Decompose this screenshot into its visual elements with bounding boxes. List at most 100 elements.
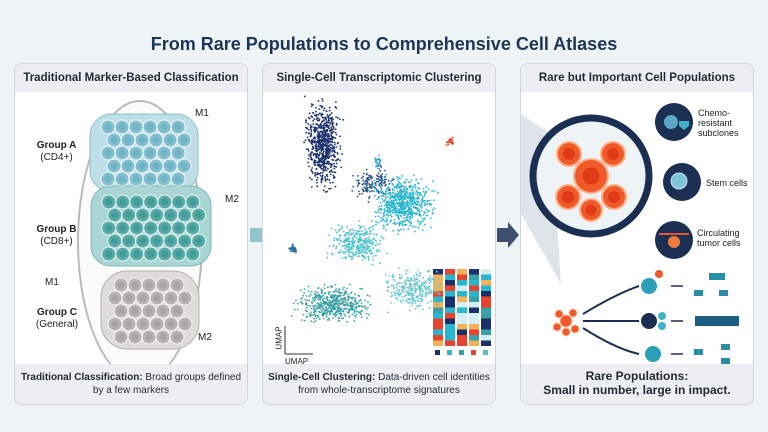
heatmap-cell bbox=[469, 318, 479, 324]
heatmap-cell bbox=[469, 291, 479, 297]
umap-point bbox=[314, 304, 317, 307]
umap-point bbox=[339, 145, 342, 148]
umap-point bbox=[327, 134, 330, 137]
umap-point bbox=[367, 258, 370, 261]
umap-point bbox=[322, 301, 325, 304]
umap-point bbox=[328, 124, 331, 127]
heatmap-cell bbox=[469, 280, 479, 286]
umap-point bbox=[356, 238, 359, 241]
umap-point bbox=[428, 275, 431, 278]
cell-nucleus bbox=[563, 148, 575, 160]
umap-point bbox=[391, 179, 394, 182]
umap-point bbox=[329, 117, 332, 120]
umap-point bbox=[328, 306, 331, 309]
umap-point bbox=[413, 289, 416, 292]
umap-point bbox=[420, 209, 422, 212]
umap-y-label: UMAP bbox=[274, 326, 284, 350]
umap-point bbox=[407, 216, 409, 219]
heatmap-cell bbox=[445, 307, 455, 313]
umap-point bbox=[385, 229, 387, 231]
umap-point bbox=[413, 283, 415, 286]
umap-point bbox=[311, 111, 314, 114]
umap-point bbox=[313, 313, 316, 316]
umap-point bbox=[381, 190, 384, 193]
umap-point bbox=[385, 197, 387, 199]
cell-nucleus bbox=[125, 211, 133, 219]
umap-point bbox=[384, 169, 386, 172]
umap-point bbox=[390, 301, 392, 304]
umap-point bbox=[326, 175, 329, 178]
umap-point bbox=[414, 230, 416, 233]
umap-point bbox=[396, 176, 398, 178]
umap-point bbox=[395, 184, 398, 187]
umap-point bbox=[368, 197, 370, 200]
umap-point bbox=[400, 289, 403, 291]
umap-point bbox=[339, 228, 341, 231]
umap-point bbox=[423, 199, 425, 202]
cell-nucleus bbox=[153, 294, 161, 302]
umap-point bbox=[379, 170, 382, 172]
umap-point bbox=[317, 286, 320, 289]
umap-point bbox=[334, 315, 337, 317]
umap-point bbox=[395, 201, 398, 204]
umap-point bbox=[378, 161, 381, 164]
umap-point bbox=[319, 104, 322, 107]
umap-point bbox=[366, 241, 369, 244]
umap-point bbox=[321, 171, 324, 174]
umap-point bbox=[361, 230, 363, 232]
umap-point bbox=[293, 308, 296, 311]
umap-point bbox=[372, 237, 375, 240]
umap-point bbox=[323, 150, 325, 153]
umap-point bbox=[335, 298, 337, 301]
umap-point bbox=[323, 129, 326, 132]
umap-point bbox=[314, 320, 317, 322]
umap-point bbox=[325, 316, 328, 318]
umap-point bbox=[335, 165, 337, 168]
umap-point bbox=[315, 145, 318, 148]
umap-point bbox=[326, 143, 329, 145]
umap-point bbox=[398, 222, 401, 225]
cell-nucleus bbox=[175, 250, 183, 258]
cell-nucleus bbox=[131, 281, 139, 289]
umap-point bbox=[382, 218, 384, 220]
umap-point bbox=[339, 249, 342, 252]
umap-point bbox=[392, 196, 395, 199]
umap-point bbox=[396, 210, 399, 213]
heatmap-cell bbox=[469, 324, 479, 330]
umap-point bbox=[426, 302, 429, 304]
umap-point bbox=[344, 304, 347, 307]
umap-point bbox=[333, 162, 335, 165]
umap-point bbox=[366, 248, 369, 250]
umap-point bbox=[401, 212, 403, 214]
heatmap-cell bbox=[433, 329, 443, 335]
umap-point bbox=[367, 227, 370, 230]
umap-point bbox=[416, 299, 419, 302]
umap-point bbox=[367, 189, 370, 192]
umap-point bbox=[415, 189, 418, 192]
cell-nucleus bbox=[110, 162, 118, 170]
umap-point bbox=[433, 207, 436, 210]
umap-point bbox=[393, 280, 396, 283]
heatmap-cell bbox=[469, 285, 479, 291]
umap-point bbox=[320, 181, 323, 184]
umap-point bbox=[431, 278, 434, 281]
cell-nucleus bbox=[132, 149, 140, 157]
umap-point bbox=[428, 290, 431, 293]
cell-nucleus bbox=[562, 191, 574, 203]
umap-point bbox=[427, 210, 429, 213]
umap-point bbox=[383, 214, 386, 217]
umap-point bbox=[346, 225, 348, 228]
umap-point bbox=[386, 213, 389, 216]
umap-point bbox=[326, 124, 329, 127]
umap-point bbox=[409, 202, 412, 205]
umap-point bbox=[350, 307, 353, 309]
umap-point bbox=[397, 214, 400, 217]
umap-point bbox=[335, 101, 337, 103]
cell-nucleus bbox=[145, 333, 153, 341]
umap-point bbox=[428, 279, 431, 282]
umap-point bbox=[313, 160, 316, 163]
cell-nucleus bbox=[181, 320, 189, 328]
umap-point bbox=[355, 310, 357, 313]
umap-point bbox=[413, 294, 415, 297]
umap-point bbox=[372, 233, 375, 236]
